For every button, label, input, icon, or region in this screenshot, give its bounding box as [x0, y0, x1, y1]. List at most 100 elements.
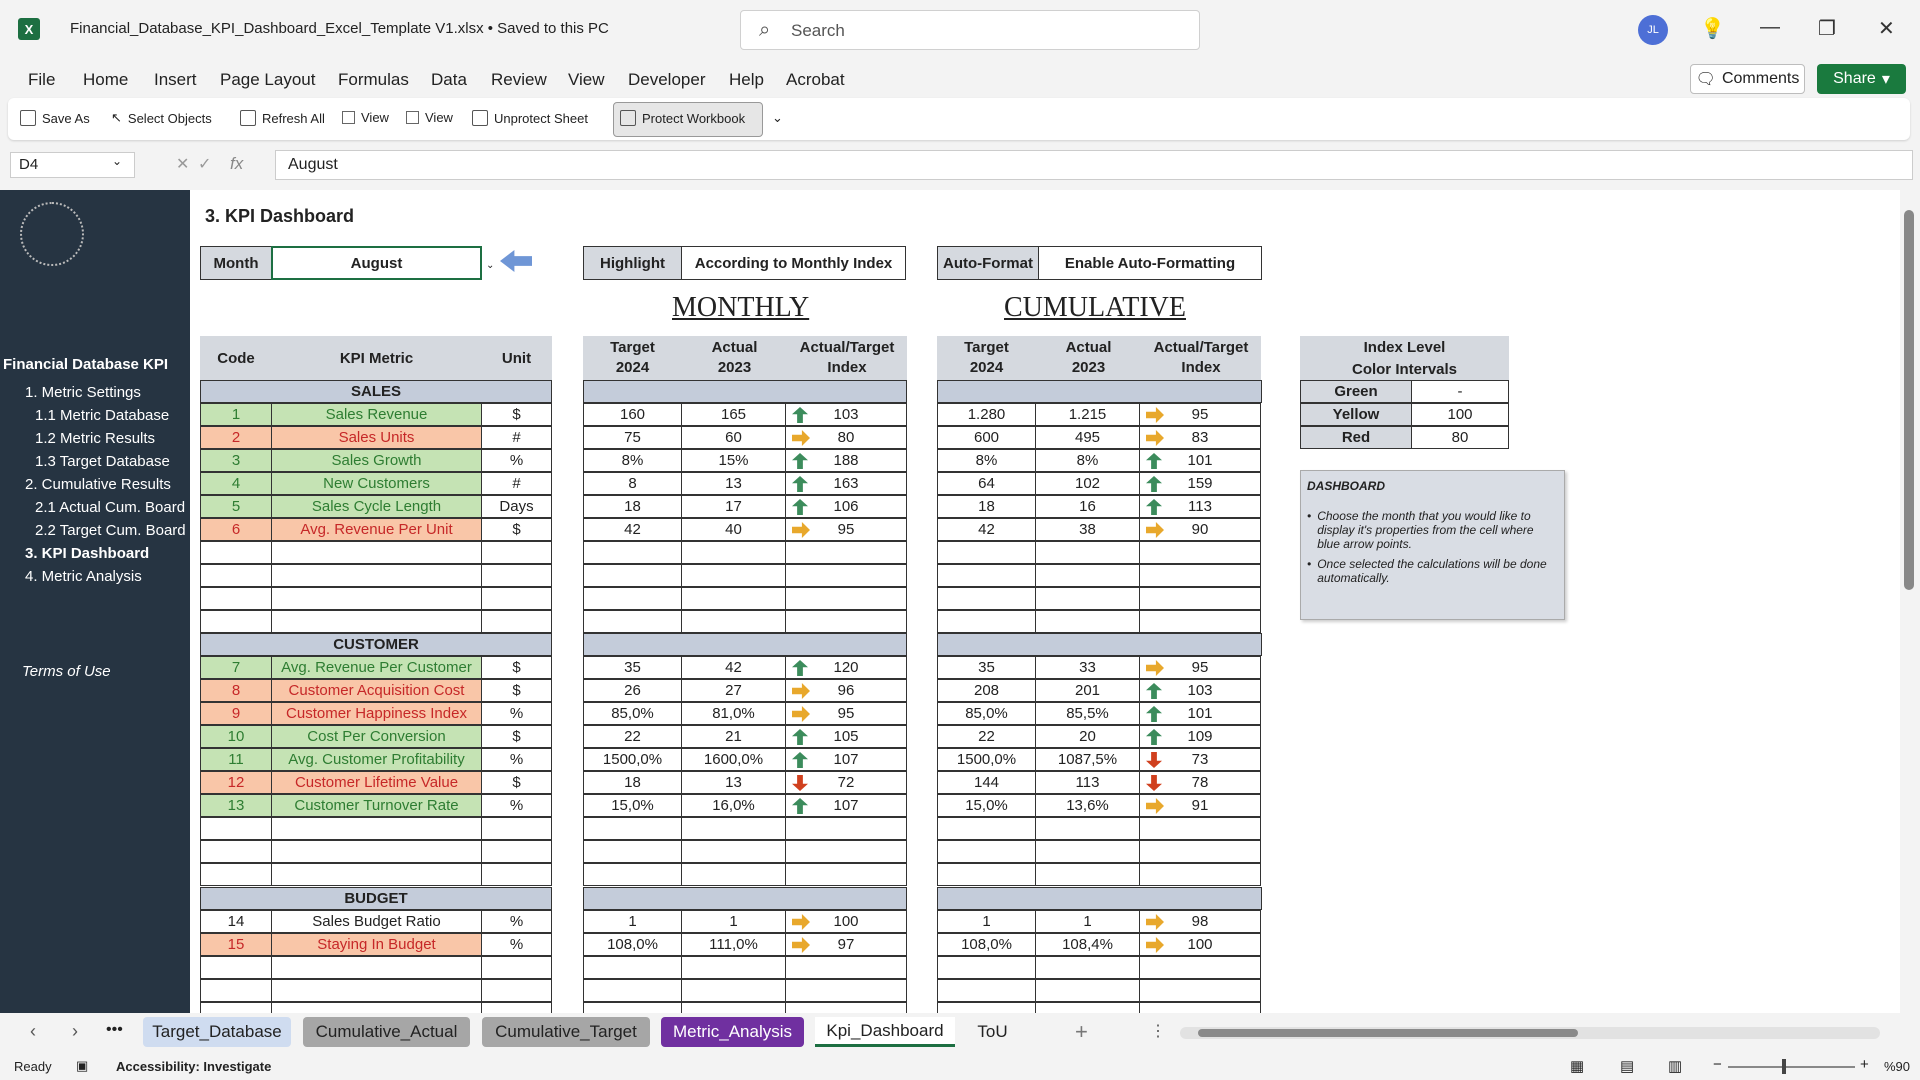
- empty-cell[interactable]: [1035, 541, 1140, 564]
- empty-cell[interactable]: [200, 956, 272, 979]
- empty-cell[interactable]: [1139, 587, 1261, 610]
- zoom-slider-thumb[interactable]: [1782, 1059, 1786, 1074]
- search-box[interactable]: ⌕ Search: [740, 10, 1200, 50]
- menu-home[interactable]: Home: [83, 70, 129, 89]
- empty-cell[interactable]: [271, 956, 482, 979]
- view-checkbox-2[interactable]: View: [406, 110, 453, 125]
- menu-review[interactable]: Review: [491, 70, 547, 89]
- empty-cell[interactable]: [785, 979, 907, 1002]
- empty-cell[interactable]: [481, 1002, 552, 1013]
- empty-cell[interactable]: [200, 610, 272, 633]
- restore-icon[interactable]: ❐: [1818, 18, 1836, 40]
- lightbulb-icon[interactable]: 💡: [1700, 18, 1725, 40]
- empty-cell[interactable]: [1139, 610, 1261, 633]
- zoom-level[interactable]: %90: [1884, 1059, 1911, 1074]
- tab-target-database[interactable]: Target_Database: [143, 1017, 291, 1047]
- empty-cell[interactable]: [271, 863, 482, 886]
- normal-view-icon[interactable]: ▦: [1570, 1058, 1585, 1075]
- tab-cumulative-actual[interactable]: Cumulative_Actual: [303, 1017, 470, 1047]
- tab-next-icon[interactable]: ›: [72, 1021, 78, 1041]
- empty-cell[interactable]: [681, 610, 786, 633]
- comments-button[interactable]: 🗨 Comments: [1690, 64, 1805, 94]
- ribbon-overflow-icon[interactable]: ⌄: [772, 110, 783, 125]
- empty-cell[interactable]: [583, 1002, 682, 1013]
- sidebar-item-metric-analysis[interactable]: 4. Metric Analysis: [25, 568, 142, 585]
- empty-cell[interactable]: [937, 863, 1036, 886]
- chevron-down-icon[interactable]: ⌄: [112, 154, 123, 168]
- empty-cell[interactable]: [681, 979, 786, 1002]
- empty-cell[interactable]: [937, 1002, 1036, 1013]
- worksheet[interactable]: Financial Database KPI 1. Metric Setting…: [0, 190, 1900, 1013]
- empty-cell[interactable]: [937, 587, 1036, 610]
- empty-cell[interactable]: [481, 564, 552, 587]
- empty-cell[interactable]: [583, 541, 682, 564]
- macro-icon[interactable]: ▣: [76, 1058, 89, 1073]
- empty-cell[interactable]: [785, 863, 907, 886]
- minimize-icon[interactable]: —: [1760, 16, 1780, 38]
- page-layout-view-icon[interactable]: ▤: [1620, 1058, 1635, 1075]
- formula-input[interactable]: August: [275, 150, 1913, 180]
- horizontal-scrollbar[interactable]: [1180, 1027, 1880, 1039]
- empty-cell[interactable]: [937, 610, 1036, 633]
- confirm-formula-icon[interactable]: ✓: [198, 156, 212, 173]
- unprotect-sheet-button[interactable]: Unprotect Sheet: [472, 110, 588, 126]
- sidebar-item-metric-results[interactable]: 1.2 Metric Results: [35, 430, 156, 447]
- add-sheet-icon[interactable]: +: [1075, 1019, 1088, 1044]
- empty-cell[interactable]: [681, 840, 786, 863]
- view-checkbox-1[interactable]: View: [342, 110, 389, 125]
- empty-cell[interactable]: [481, 863, 552, 886]
- empty-cell[interactable]: [785, 1002, 907, 1013]
- empty-cell[interactable]: [785, 610, 907, 633]
- sidebar-item-kpi-dashboard[interactable]: 3. KPI Dashboard: [25, 545, 150, 562]
- tabs-menu-icon[interactable]: ⋮: [1150, 1023, 1166, 1040]
- empty-cell[interactable]: [200, 1002, 272, 1013]
- empty-cell[interactable]: [785, 956, 907, 979]
- empty-cell[interactable]: [937, 956, 1036, 979]
- empty-cell[interactable]: [1035, 956, 1140, 979]
- tab-metric-analysis[interactable]: Metric_Analysis: [661, 1017, 804, 1047]
- empty-cell[interactable]: [1035, 587, 1140, 610]
- empty-cell[interactable]: [481, 541, 552, 564]
- highlight-select[interactable]: According to Monthly Index: [681, 246, 906, 280]
- horizontal-scroll-thumb[interactable]: [1198, 1029, 1578, 1037]
- sidebar-item-target-database[interactable]: 1.3 Target Database: [35, 453, 170, 470]
- empty-cell[interactable]: [1035, 610, 1140, 633]
- empty-cell[interactable]: [785, 587, 907, 610]
- menu-data[interactable]: Data: [431, 70, 467, 89]
- empty-cell[interactable]: [200, 840, 272, 863]
- vertical-scrollbar[interactable]: [1900, 190, 1920, 1013]
- fx-icon[interactable]: fx: [230, 154, 244, 173]
- empty-cell[interactable]: [1139, 840, 1261, 863]
- empty-cell[interactable]: [481, 817, 552, 840]
- empty-cell[interactable]: [1139, 956, 1261, 979]
- empty-cell[interactable]: [937, 564, 1036, 587]
- empty-cell[interactable]: [481, 956, 552, 979]
- page-break-view-icon[interactable]: ▥: [1668, 1058, 1683, 1075]
- protect-workbook-button[interactable]: [613, 102, 763, 137]
- empty-cell[interactable]: [271, 541, 482, 564]
- empty-cell[interactable]: [583, 564, 682, 587]
- empty-cell[interactable]: [583, 956, 682, 979]
- empty-cell[interactable]: [681, 956, 786, 979]
- refresh-all-button[interactable]: Refresh All: [240, 110, 325, 126]
- close-icon[interactable]: ✕: [1878, 18, 1895, 40]
- empty-cell[interactable]: [1139, 979, 1261, 1002]
- month-select[interactable]: August: [271, 246, 482, 280]
- sidebar-item-actual-cum-board[interactable]: 2.1 Actual Cum. Board: [35, 499, 186, 516]
- empty-cell[interactable]: [481, 587, 552, 610]
- empty-cell[interactable]: [271, 587, 482, 610]
- empty-cell[interactable]: [1035, 1002, 1140, 1013]
- empty-cell[interactable]: [583, 587, 682, 610]
- empty-cell[interactable]: [583, 979, 682, 1002]
- empty-cell[interactable]: [1035, 863, 1140, 886]
- select-objects-button[interactable]: ↖ Select Objects: [111, 110, 212, 126]
- vertical-scroll-thumb[interactable]: [1904, 210, 1914, 590]
- menu-insert[interactable]: Insert: [154, 70, 197, 89]
- sidebar-item-metric-database[interactable]: 1.1 Metric Database: [35, 407, 170, 424]
- empty-cell[interactable]: [200, 564, 272, 587]
- sidebar-item-cumulative-results[interactable]: 2. Cumulative Results: [25, 476, 171, 493]
- menu-help[interactable]: Help: [729, 70, 764, 89]
- empty-cell[interactable]: [681, 564, 786, 587]
- empty-cell[interactable]: [937, 541, 1036, 564]
- empty-cell[interactable]: [1139, 817, 1261, 840]
